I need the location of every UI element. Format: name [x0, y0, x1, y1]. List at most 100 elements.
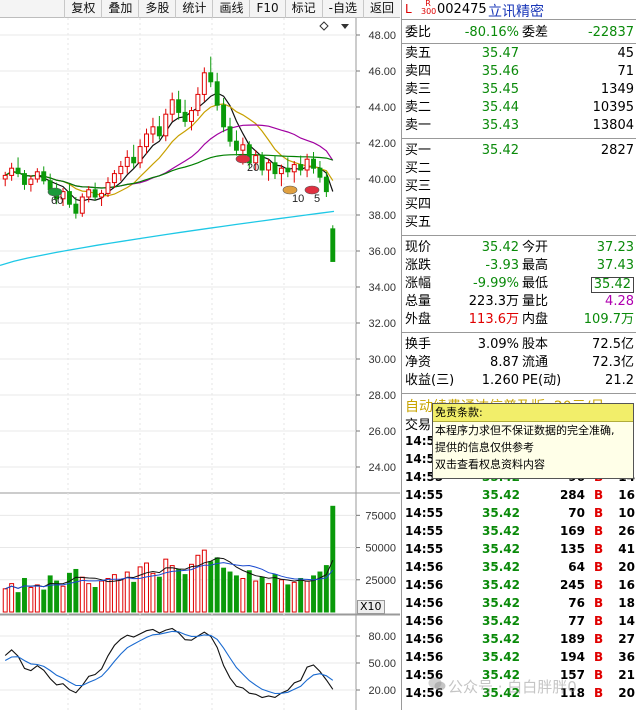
trade-row: 14:56 35.42 194 B 36: [402, 648, 636, 666]
now-value: 35.42: [481, 240, 519, 255]
kline-chart-area[interactable]: 60 20 10 5 48.00 46.00 44.00 42.00 40.00 38.00 36…: [0, 18, 400, 710]
ask-price: 35.45: [481, 82, 519, 97]
volume-bar: [41, 589, 47, 613]
chg-value: -3.93: [485, 258, 519, 273]
volume-bar: [304, 580, 310, 613]
volume-tick-label: 75000: [365, 510, 396, 522]
candle-body: [60, 191, 66, 200]
candle-body: [92, 189, 98, 198]
trade-time: 14:55: [405, 506, 444, 520]
volume-bars-group: [2, 505, 336, 613]
vr-value: 4.28: [605, 294, 634, 309]
toolbar-watchlist-button[interactable]: -自选: [321, 0, 363, 18]
volume-bar: [240, 577, 246, 613]
trade-volume: 77: [568, 614, 585, 628]
low-value: 35.42: [590, 277, 634, 293]
ask-label: 卖一: [405, 118, 432, 133]
bid-label: 买一: [405, 143, 432, 158]
volume-bar: [15, 592, 21, 613]
volume-bar: [253, 580, 259, 613]
candle-body: [221, 104, 227, 128]
quote-row-chg: 涨跌 -3.93 最高 37.43: [402, 257, 636, 275]
trade-row: 14:56 35.42 189 B 27: [402, 630, 636, 648]
turnover-value: 3.09%: [477, 337, 519, 352]
volume-bar: [144, 562, 149, 613]
trade-volume: 76: [568, 596, 585, 610]
volume-bar: [99, 580, 105, 613]
quote-row-now: 现价 35.42 今开 37.23: [402, 239, 636, 257]
candle-body: [163, 113, 169, 137]
toolbar-back-button[interactable]: 返回: [362, 0, 400, 18]
trade-side: B: [594, 668, 604, 682]
diamond-icon[interactable]: [319, 21, 329, 31]
vr-label: 量比: [522, 294, 549, 309]
trade-count: 27: [618, 632, 635, 646]
volume-bar: [221, 567, 227, 613]
quote-row-outer: 外盘 113.6万 内盘 109.7万: [402, 311, 636, 329]
candle-body: [176, 99, 182, 113]
tooltip-line: 本程序力求但不保证数据的完全准确,: [435, 424, 615, 437]
candle-body: [99, 192, 105, 198]
volume-bar: [156, 576, 162, 613]
bid-label: 买三: [405, 179, 432, 194]
trade-count: 36: [618, 650, 635, 664]
toolbar-mark-button[interactable]: 标记: [284, 0, 322, 18]
volume-unit-label: X10: [357, 600, 385, 614]
nav-value: 8.87: [490, 355, 519, 370]
candle-body: [240, 144, 246, 151]
trade-row: 14:55 35.42 169 B 26: [402, 522, 636, 540]
trade-row: 14:56 35.42 118 B 20: [402, 684, 636, 702]
volume-bar: [330, 505, 336, 613]
toolbar-overlay-button[interactable]: 叠加: [101, 0, 138, 18]
stock-code: 002475: [437, 2, 487, 17]
trade-price: 35.42: [482, 632, 520, 646]
ask-row: 卖四 35.46 71: [402, 63, 636, 81]
kdj-tick-label: 50.00: [368, 658, 396, 670]
volume-bar: [227, 571, 233, 613]
chart-toolbar: 复权 叠加 多股 统计 画线 F10 标记 -自选 返回: [0, 0, 400, 18]
trade-volume: 194: [559, 650, 585, 664]
pe-label: PE(动): [522, 373, 562, 388]
toolbar-f10-button[interactable]: F10: [249, 0, 284, 18]
ask-row: 卖二 35.44 10395: [402, 99, 636, 117]
stock-name[interactable]: 立讯精密: [488, 4, 544, 20]
inner-label: 内盘: [522, 312, 549, 327]
kline-chart[interactable]: 60 20 10 5 48.00 46.00 44.00 42.00 40.00 38.00 36…: [0, 18, 400, 710]
trade-count: 16: [618, 578, 635, 592]
volume-bar: [311, 575, 316, 613]
dropdown-triangle-icon[interactable]: [341, 24, 349, 29]
toolbar-stats-button[interactable]: 统计: [175, 0, 212, 18]
price-tick-label: 26.00: [368, 426, 396, 438]
volume-bar: [9, 583, 15, 613]
volume-bar: [131, 581, 137, 613]
high-value: 37.43: [596, 258, 634, 273]
candle-body: [227, 126, 233, 142]
volume-bar: [86, 583, 92, 613]
trade-time: 14:55: [405, 488, 444, 502]
disclaimer-tooltip: 免责条款: 本程序力求但不保证数据的完全准确, 提供的信息仅供参考 双击查看权息…: [432, 403, 634, 479]
trade-volume: 70: [568, 506, 585, 520]
marker-label: 5: [314, 193, 320, 205]
toolbar-multi-stock-button[interactable]: 多股: [138, 0, 175, 18]
tooltip-line: 提供的信息仅供参考: [435, 441, 534, 454]
watermark: 公众号 · 白白胖胖0: [448, 678, 577, 696]
volume-bar: [233, 575, 239, 613]
trade-time: 14:56: [405, 578, 444, 592]
separator: [402, 43, 636, 44]
candle-body: [2, 174, 8, 180]
trade-price: 35.42: [482, 506, 520, 520]
trade-side: B: [594, 506, 604, 520]
trade-price: 35.42: [482, 650, 520, 664]
volume-bar: [278, 579, 284, 613]
candle-body: [259, 155, 265, 171]
toolbar-fuquan-button[interactable]: 复权: [64, 0, 101, 18]
order-diff-label: 委差: [522, 25, 549, 40]
separator: [402, 393, 636, 394]
chg-label: 涨跌: [405, 258, 432, 273]
candle-body: [278, 167, 284, 175]
volume-bar: [208, 561, 214, 613]
trade-time: 14:56: [405, 596, 444, 610]
toolbar-draw-line-button[interactable]: 画线: [212, 0, 249, 18]
volume-bar: [298, 577, 304, 613]
open-value: 37.23: [596, 240, 634, 255]
